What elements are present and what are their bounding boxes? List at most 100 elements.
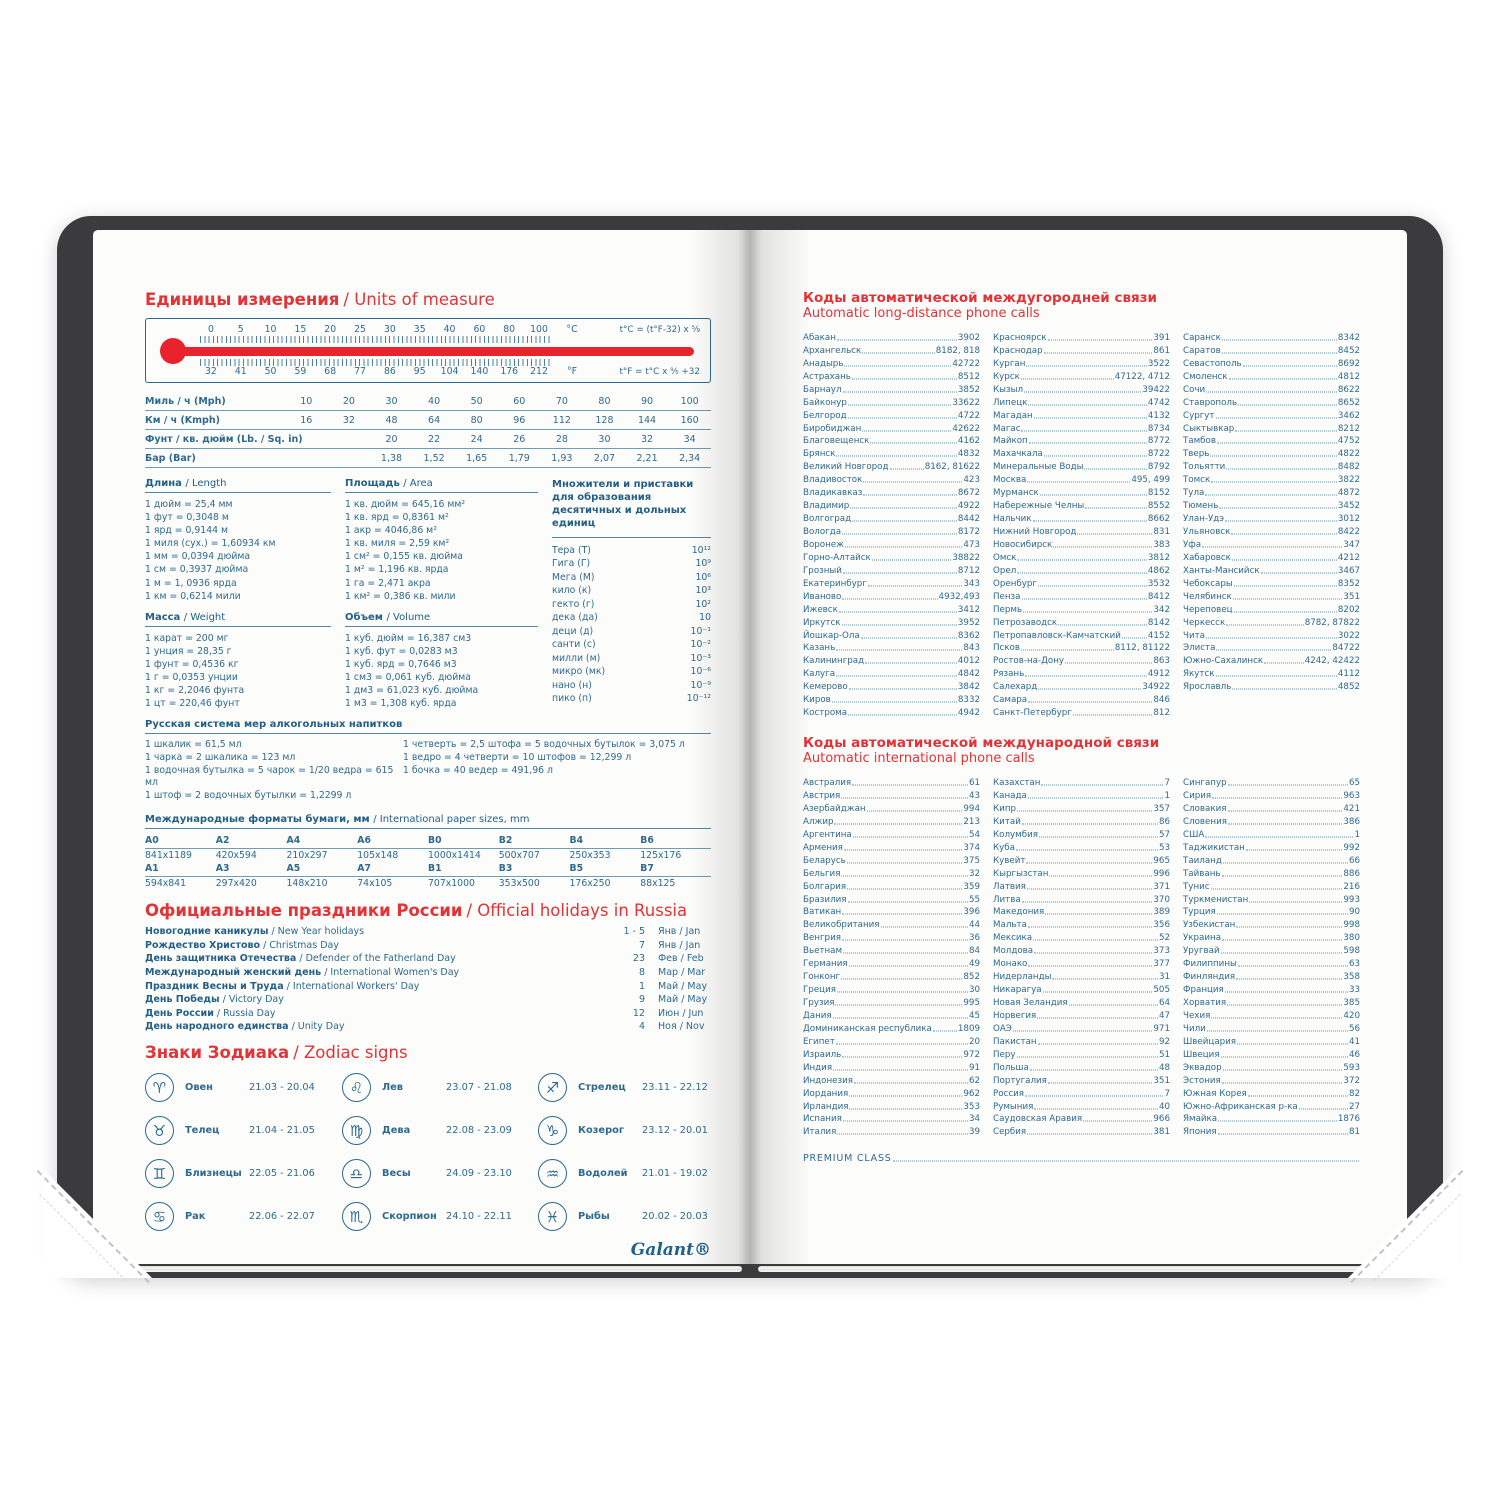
country-name: Филиппины (1183, 959, 1237, 970)
paper-cell: A2 (215, 835, 230, 847)
dot-leader (1232, 688, 1337, 690)
code-row: Курск 47122, 4712 (993, 369, 1170, 382)
phone-code: 4152 (1147, 630, 1170, 641)
dot-leader (1058, 624, 1147, 626)
code-row: Иваново 4932,493 (803, 589, 980, 602)
country-name: Нидерланды (993, 972, 1052, 983)
international-title: Коды автоматической международной связи … (803, 735, 1360, 766)
table-cell: 24 (470, 433, 483, 445)
phone-code: 8422 (1337, 527, 1360, 537)
dot-leader (1206, 1030, 1348, 1032)
dot-leader (1219, 507, 1337, 509)
dot-leader (1027, 1133, 1153, 1135)
phone-code: 8352 (1337, 578, 1360, 589)
phone-code: 8652 (1337, 397, 1360, 408)
dot-leader (1221, 339, 1337, 341)
dot-leader (1121, 637, 1147, 638)
celsius-tick-label: 40 (443, 324, 456, 335)
dot-leader (1236, 926, 1343, 928)
zodiac-item: ♉ Телец 21.04 - 21.05 (145, 1109, 342, 1152)
dot-leader (1017, 810, 1153, 812)
country-name: Польша (993, 1062, 1029, 1073)
multiplier-row: гекто (г) 10² (552, 598, 711, 611)
fahrenheit-tick-label: 86 (383, 366, 396, 377)
fahrenheit-tick-label: 50 (264, 366, 277, 377)
country-name: Кыргызстан (993, 868, 1049, 879)
phone-code: 391 (1153, 332, 1170, 343)
table-cell: 112 (552, 414, 571, 426)
dot-leader (1025, 675, 1147, 677)
alcohol-title: Русская система мер алкогольных напитков (145, 719, 711, 735)
code-row: Брянск 4832 (803, 446, 980, 459)
code-row: Хорватия 385 (1183, 995, 1360, 1008)
country-name: ОАЭ (993, 1023, 1012, 1034)
holiday-day: 4 (638, 1021, 645, 1033)
unit-item: 1 м3 = 1,308 куб. ярда (345, 698, 457, 710)
holiday-name-en: / Christmas Day (263, 939, 339, 951)
dot-leader (1047, 1082, 1153, 1084)
multiplier-name: деци (д) (552, 625, 594, 637)
country-name: Казахстан (993, 778, 1041, 789)
dot-leader (1021, 430, 1147, 431)
phone-code: 8482 (1337, 462, 1360, 473)
code-row: Краснодар 861 (993, 343, 1170, 356)
phone-code: 8672 (957, 488, 980, 499)
phone-code: 43 (968, 791, 980, 801)
code-row: Грозный 8712 (803, 563, 980, 576)
code-row: Белгород 4722 (803, 408, 980, 421)
code-row: Литва 370 (993, 892, 1170, 905)
city-name: Тольятти (1183, 462, 1226, 473)
city-name: Анадырь (803, 358, 844, 369)
dot-leader (1242, 365, 1337, 367)
phone-code: 47122, 4712 (1114, 371, 1170, 382)
holiday-month: Мар / Mar (658, 967, 706, 979)
phone-code: 505 (1153, 985, 1170, 996)
phone-code: 91 (968, 1062, 980, 1073)
code-row: Петрозаводск 8142 (993, 615, 1170, 628)
table-cell: 20 (385, 433, 398, 445)
multiplier-row: санти (с) 10⁻² (552, 638, 711, 651)
paper-cell: B7 (640, 863, 654, 875)
dot-leader (847, 404, 952, 406)
dot-leader (880, 926, 968, 928)
code-row: Латвия 371 (993, 879, 1170, 892)
dot-leader (1021, 823, 1158, 825)
dot-leader (1231, 533, 1337, 535)
code-row: Санкт-Петербург 812 (993, 705, 1170, 718)
dot-leader (1024, 1095, 1164, 1097)
phone-code: 3452 (1337, 501, 1360, 512)
city-name: Тула (1183, 488, 1205, 499)
code-row: Китай 86 (993, 814, 1170, 827)
dot-leader (1037, 585, 1147, 587)
code-row: Хабаровск 4212 (1183, 550, 1360, 563)
country-name: Сингапур (1183, 778, 1227, 789)
mass-title: Масса / Weight (145, 612, 331, 627)
dot-leader (1202, 546, 1343, 548)
code-row: Болгария 359 (803, 879, 980, 892)
multiplier-row: пико (п) 10⁻¹² (552, 692, 711, 705)
phone-code: 972 (963, 1049, 980, 1060)
book-cover: Единицы измерения / Units of measure 0 5 10… (57, 216, 1443, 1278)
code-row: Тула 4872 (1183, 485, 1360, 498)
multiplier-name: санти (с) (552, 639, 596, 651)
dot-leader (1237, 965, 1348, 967)
city-name: Кострома (803, 708, 848, 719)
phone-code: 4822 (1337, 449, 1360, 460)
country-name: Португалия (993, 1075, 1047, 1086)
code-row: Якутск 4112 (1183, 666, 1360, 679)
country-name: Саудовская Аравия (993, 1114, 1083, 1125)
code-row: Горно-Алтайск 38822 (803, 550, 980, 563)
dot-leader (863, 481, 963, 483)
city-name: Петропавловск-Камчатский (993, 630, 1121, 641)
city-name: Йошкар-Ола (803, 630, 860, 641)
dot-leader (1215, 417, 1337, 419)
city-name: Саранск (1183, 332, 1221, 343)
country-name: Мексика (993, 933, 1033, 944)
dot-leader (1216, 649, 1332, 651)
city-name: Воронеж (803, 539, 844, 550)
code-row: Сингапур 65 (1183, 775, 1360, 788)
phone-code: 8162, 81622 (924, 462, 980, 473)
holiday-row: День России / Russia Day 12 Июн / Jun (145, 1007, 711, 1021)
phone-code: 8452 (1337, 345, 1360, 356)
dot-leader (1215, 675, 1337, 677)
